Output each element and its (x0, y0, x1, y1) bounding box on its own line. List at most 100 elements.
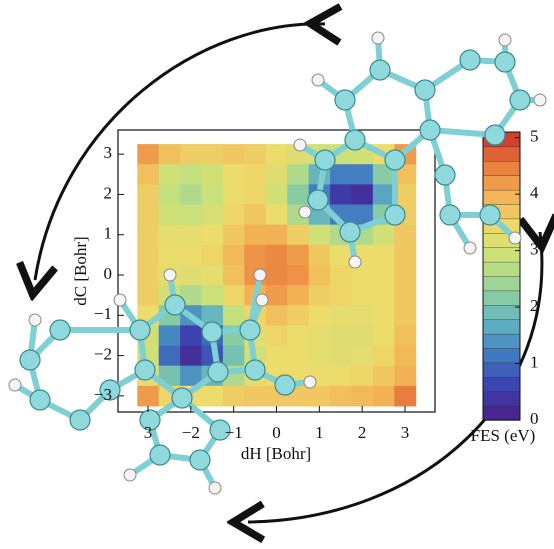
heat-cell (265, 224, 288, 246)
heat-cell (222, 264, 245, 286)
carbon-atom (334, 89, 356, 111)
heat-cell (244, 144, 267, 165)
heat-cell (244, 184, 267, 206)
heat-cell (330, 285, 352, 306)
heat-cell (372, 345, 395, 367)
heat-cell (287, 184, 310, 206)
heat-cell (394, 184, 417, 206)
colorbar-band (482, 319, 521, 335)
heat-cell (330, 244, 352, 266)
carbon-atom (99, 379, 121, 401)
heat-cell (394, 285, 417, 306)
y-tick-label: −2 (94, 345, 112, 364)
heat-cell (351, 285, 374, 306)
colorbar-band (482, 290, 521, 306)
hydrogen-atom (28, 313, 42, 327)
carbon-atom (384, 149, 406, 171)
heat-cell (244, 204, 267, 226)
x-tick-label: 3 (401, 423, 410, 442)
carbon-atom (509, 89, 531, 111)
heat-cell (265, 325, 288, 347)
heat-cell (394, 365, 417, 387)
heat-cell (222, 285, 245, 306)
heat-cell (180, 224, 203, 246)
hydrogen-atom (298, 205, 312, 219)
heat-cell (351, 204, 374, 226)
colorbar-tick-label: 5 (530, 127, 539, 146)
heat-cell (394, 224, 417, 246)
carbon-atom (134, 359, 156, 381)
carbon-atom (149, 444, 171, 466)
bond (427, 127, 498, 138)
carbon-atom (129, 319, 151, 341)
carbon-atom (201, 321, 223, 343)
heat-cell (265, 285, 288, 306)
x-tick-label: 0 (272, 423, 281, 442)
heat-cell (308, 224, 331, 246)
heat-cell (351, 385, 374, 407)
heat-cell (372, 285, 395, 306)
heat-cell (351, 164, 374, 185)
heat-cell (287, 244, 310, 266)
heatmap (137, 144, 417, 407)
heat-cell (222, 385, 245, 407)
carbon-atom (369, 59, 391, 81)
carbon-atom (209, 419, 231, 441)
heat-cell (308, 264, 331, 286)
heat-cell (287, 164, 310, 185)
carbon-atom (19, 349, 41, 371)
heat-cell (330, 325, 352, 347)
heat-cell (244, 164, 267, 185)
heat-cell (394, 305, 417, 326)
heat-cell (308, 305, 331, 326)
heat-cell (372, 305, 395, 326)
colorbar-band (482, 174, 521, 191)
heat-cell (287, 264, 310, 286)
hydrogen-atom (533, 93, 547, 107)
heat-cell (222, 244, 245, 266)
heat-cell (287, 305, 310, 326)
heat-cell (265, 264, 288, 286)
heat-cell (180, 285, 203, 306)
heat-cell (222, 144, 245, 165)
carbon-atom (459, 49, 481, 71)
hydrogen-atom (113, 293, 127, 307)
heat-cell (394, 385, 417, 407)
carbon-atom (274, 374, 296, 396)
carbon-atom (49, 319, 71, 341)
y-tick-label: 3 (104, 143, 113, 162)
y-tick-label: 1 (104, 224, 113, 243)
colorbar-band (482, 391, 521, 407)
carbon-atom (244, 359, 266, 381)
heat-cell (265, 345, 288, 367)
heat-cell (180, 325, 203, 347)
carbon-atom (69, 409, 91, 431)
heat-cell (394, 244, 417, 266)
heat-cell (372, 164, 395, 185)
carbon-atom (164, 294, 186, 316)
carbon-atom (339, 221, 361, 243)
heat-cell (158, 345, 181, 367)
heat-cell (330, 164, 352, 185)
colorbar-tick-label: 0 (530, 409, 539, 428)
heat-cell (330, 365, 352, 387)
heat-cell (244, 224, 267, 246)
heat-cell (330, 385, 352, 407)
hydrogen-atom (255, 293, 269, 307)
hydrogen-atom (508, 231, 522, 245)
x-tick-label: −2 (182, 423, 200, 442)
heat-cell (201, 184, 224, 206)
heat-cell (287, 325, 310, 347)
heat-cell (222, 204, 245, 226)
carbon-atom (171, 387, 193, 409)
hydrogen-atom (463, 241, 477, 255)
hydrogen-atom (163, 268, 177, 282)
heat-cell (372, 224, 395, 246)
heat-cell (287, 345, 310, 367)
y-tick-label: 0 (104, 264, 113, 283)
colorbar-band (482, 405, 521, 421)
carbon-atom (207, 361, 229, 383)
heat-cell (372, 385, 395, 407)
heat-cell (137, 184, 160, 206)
heat-cell (351, 184, 374, 206)
